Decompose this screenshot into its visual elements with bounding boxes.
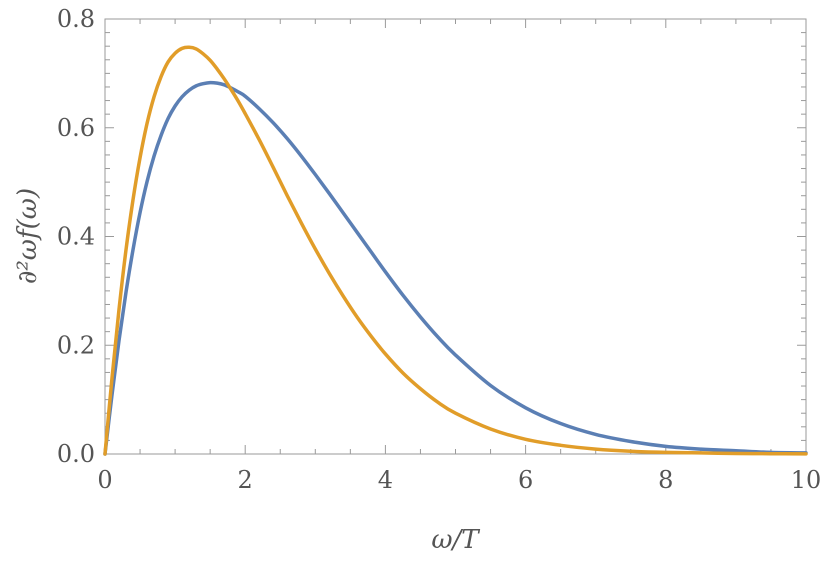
x-tick-label: 10 [791, 466, 822, 494]
y-axis-label: ∂²ωf(ω) [13, 188, 43, 284]
x-axis-label: ω/T [431, 525, 480, 555]
y-tick-label: 0.4 [57, 223, 95, 251]
x-tick-label: 8 [658, 466, 673, 494]
y-tick-label: 0.6 [57, 114, 95, 142]
y-tick-label: 0.2 [57, 331, 95, 359]
x-tick-label: 2 [238, 466, 253, 494]
x-tick-label: 0 [97, 466, 112, 494]
series-line-1 [103, 80, 808, 456]
x-tick-label: 4 [378, 466, 393, 494]
series-line-2 [103, 45, 808, 456]
series-group [103, 45, 808, 456]
x-tick-label: 6 [518, 466, 533, 494]
y-tick-label: 0.8 [57, 5, 95, 33]
y-tick-label: 0.0 [57, 440, 95, 468]
tick-labels: 0 2 4 6 8 10 0.0 0.2 0.4 0.6 0.8 [57, 5, 821, 494]
